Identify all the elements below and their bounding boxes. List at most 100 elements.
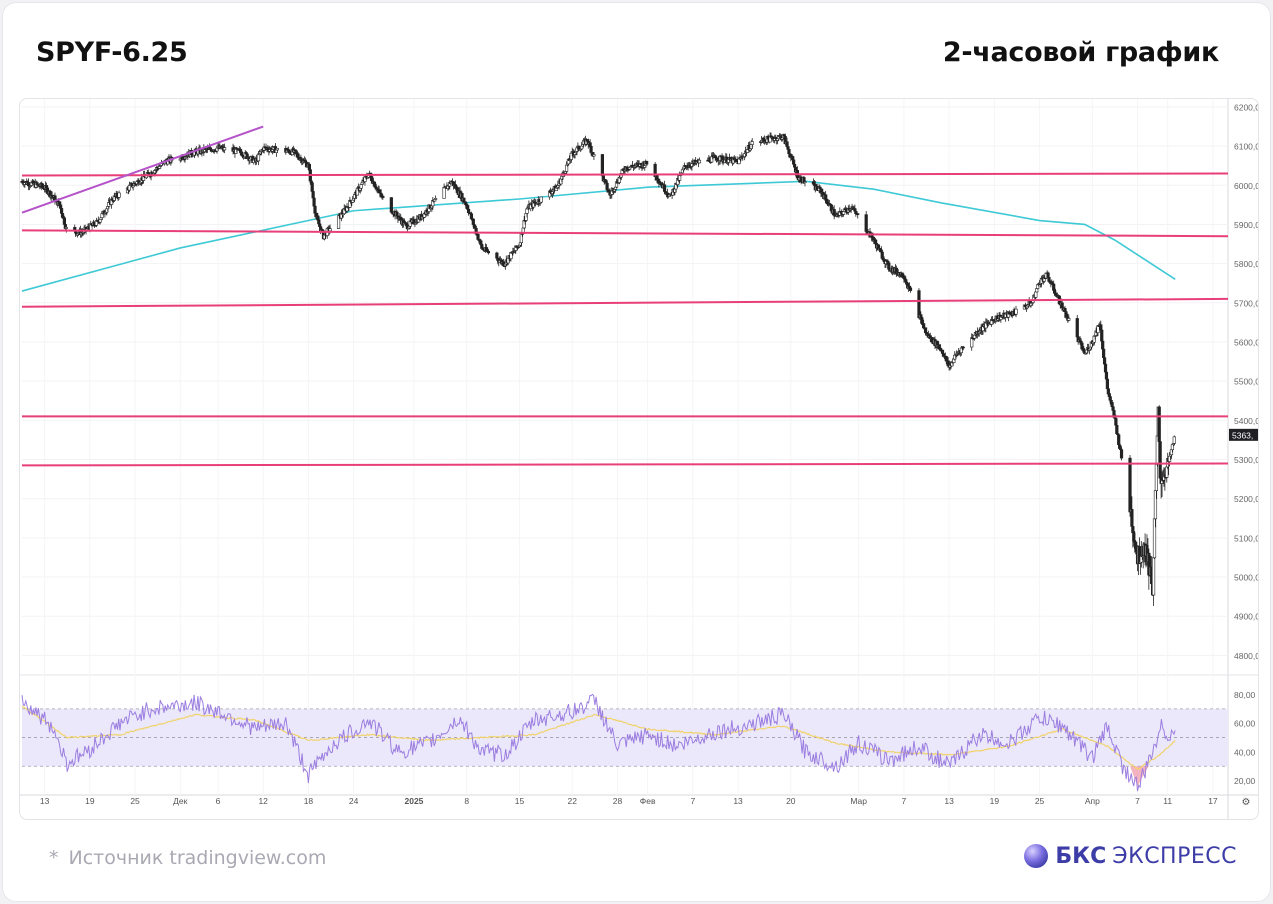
candle-body [318,223,322,227]
candle-body [697,159,702,164]
time-tick-label: 19 [990,796,1000,806]
rsi-tick-label: 80,00 [1234,690,1256,700]
brand-name-strong: БКС [1055,843,1107,869]
candle-body [961,346,965,349]
candle-body [351,199,355,203]
time-tick-label: 24 [349,796,359,806]
price-tick-label: 5700,00 [1234,298,1258,308]
chart-frame: 6200,00 6100,00 6000,00 5900,00 5800,00 5700,… [19,98,1259,820]
time-tick-label: 28 [613,796,623,806]
candle-body [1067,318,1071,321]
candle-body [60,213,65,218]
time-tick-label: 20 [786,796,796,806]
candle-body [803,181,807,183]
candle-body [59,208,64,214]
price-tick-label: 5900,00 [1234,220,1258,230]
time-tick-label: 15 [515,796,525,806]
candle-body [1063,308,1067,312]
time-tick-label: Мар [850,796,867,806]
time-tick-label: Фев [640,796,656,806]
support-resistance-line [21,462,1229,467]
candle-body [1118,444,1122,449]
source-star: * [49,847,59,869]
trend-line [21,125,264,214]
price-tick-label: 5200,00 [1234,494,1258,504]
price-tick-label: 6200,00 [1234,102,1258,112]
candle-body [1114,418,1118,426]
support-resistance-line [21,229,1229,238]
time-tick-label: 8 [464,796,469,806]
price-tick-label: 5000,00 [1234,573,1258,583]
time-tick-label: 7 [1135,796,1140,806]
last-price-label: 5363, [1232,430,1253,440]
time-tick-label: 18 [304,796,314,806]
candle-body [222,147,227,151]
support-resistance-line [21,297,1229,308]
candle-body [1034,291,1038,298]
time-tick-label: 17 [1208,796,1218,806]
candle-body [312,197,316,207]
candle-body [58,201,62,206]
rsi-line [21,693,1176,792]
candle-body [127,185,132,191]
candle-body [486,250,490,254]
candle-body [359,184,363,189]
candle-body [645,160,649,165]
time-tick-label: 11 [1163,796,1172,806]
candle-body [1052,283,1056,291]
ticker-title: SPYF-6.25 [36,37,188,68]
rsi-tick-label: 40,00 [1234,747,1256,757]
time-tick-label: 13 [40,796,50,806]
candle-body [495,252,499,259]
candle-body [1151,557,1156,596]
candle-body [1108,396,1112,401]
candle-body [539,196,543,203]
brand-logo-block: БКС ЭКСПРЕСС [1023,843,1237,869]
candle-body [750,141,754,145]
timeframe-title: 2-часовой график [942,37,1219,68]
candle-body [1172,436,1176,444]
time-tick-label: 12 [258,796,268,806]
candle-body [856,213,860,215]
rsi-tick-label: 20,00 [1234,776,1256,786]
price-tick-label: 4800,00 [1234,651,1258,661]
candle-body [117,192,121,198]
price-chart[interactable]: 6200,00 6100,00 6000,00 5900,00 5800,00 5700,… [20,99,1258,819]
candle-body [64,227,68,229]
time-tick-label: 6 [216,796,221,806]
price-tick-label: 5400,00 [1234,416,1258,426]
price-tick-label: 5500,00 [1234,377,1258,387]
rsi-tick-label: 60,00 [1234,719,1256,729]
candle-body [98,219,102,223]
moving-average-line [21,180,1176,292]
price-tick-label: 6000,00 [1234,181,1258,191]
time-tick-label: 25 [1035,796,1045,806]
brand-sphere-icon [1024,844,1049,868]
candle-body [442,186,446,199]
candle-body [841,211,846,215]
price-tick-label: 5300,00 [1234,455,1258,465]
last-price-tag [1229,428,1258,441]
support-resistance-line [21,172,1229,177]
candle-body [381,195,385,198]
price-tick-label: 5100,00 [1234,533,1258,543]
price-tick-label: 5800,00 [1234,259,1258,269]
candle-body [1014,308,1018,315]
time-tick-label: 2025 [404,796,423,806]
price-tick-label: 5600,00 [1234,337,1258,347]
candle-body [328,228,332,232]
time-tick-label: 13 [733,796,743,806]
time-tick-label: 13 [944,796,954,806]
candle-body [1119,449,1124,459]
price-tick-label: 6100,00 [1234,142,1258,152]
price-tick-label: 4900,00 [1234,612,1258,622]
brand-name-light: ЭКСПРЕСС [1112,843,1237,869]
candle-body [1154,464,1158,491]
candle-body [275,147,279,151]
time-tick-label: Апр [1085,796,1100,806]
time-tick-label: Дек [173,796,187,806]
time-tick-label: 19 [85,796,95,806]
source-note: * Источник tradingview.com [49,847,326,869]
time-tick-label: 7 [902,796,907,806]
